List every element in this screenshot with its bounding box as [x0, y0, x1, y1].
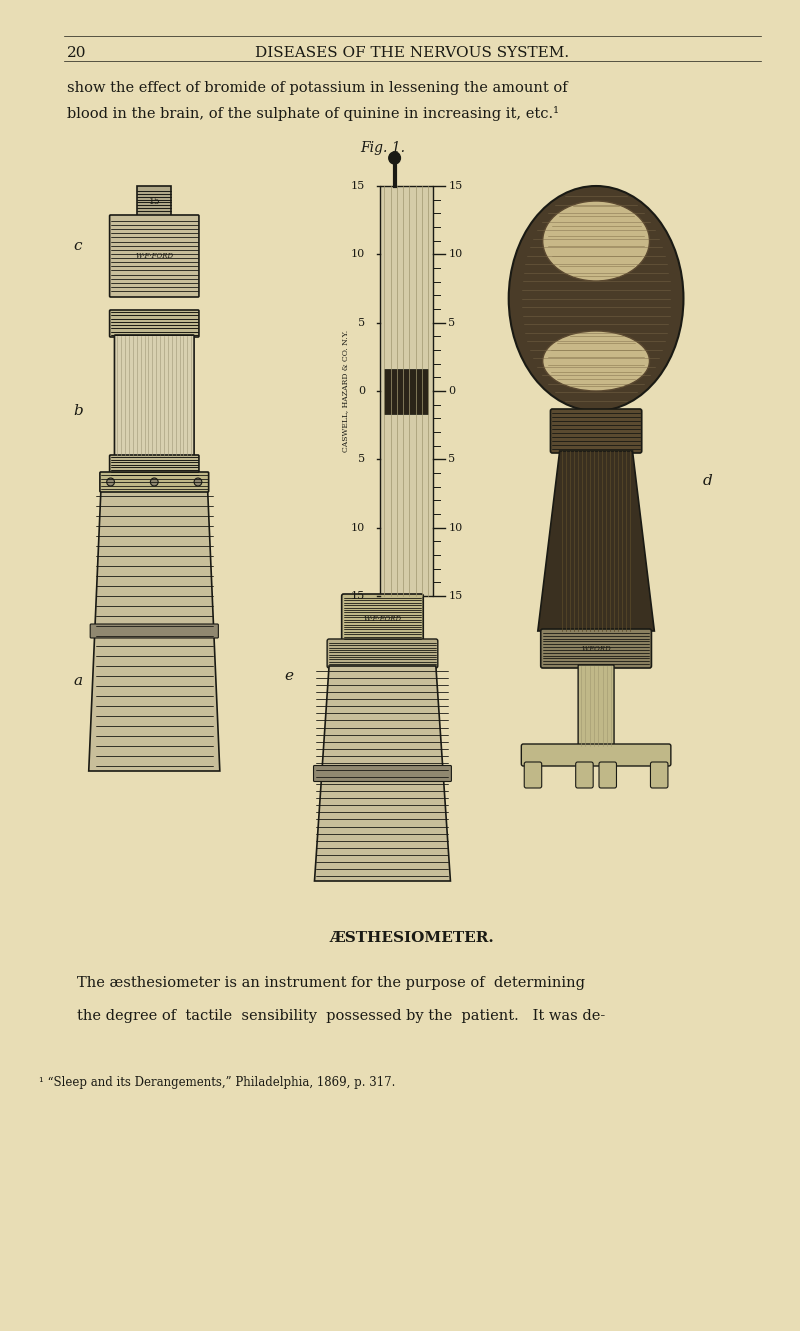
Text: The æsthesiometer is an instrument for the purpose of  determining: The æsthesiometer is an instrument for t…: [77, 976, 585, 990]
Polygon shape: [314, 666, 450, 881]
Text: 0: 0: [358, 386, 365, 397]
Text: 5: 5: [358, 454, 365, 465]
FancyBboxPatch shape: [576, 763, 593, 788]
Polygon shape: [89, 491, 220, 771]
Polygon shape: [379, 186, 433, 596]
FancyBboxPatch shape: [110, 216, 199, 297]
Text: W·F·FORD: W·F·FORD: [135, 252, 174, 260]
FancyBboxPatch shape: [541, 630, 651, 668]
Circle shape: [150, 478, 158, 486]
Text: e: e: [284, 669, 293, 683]
FancyBboxPatch shape: [314, 765, 451, 781]
FancyBboxPatch shape: [650, 763, 668, 788]
Text: W·F·FORD: W·F·FORD: [363, 615, 402, 623]
FancyBboxPatch shape: [110, 310, 199, 337]
Circle shape: [106, 478, 114, 486]
FancyBboxPatch shape: [90, 624, 218, 638]
Ellipse shape: [509, 186, 683, 411]
Text: 15: 15: [449, 591, 462, 602]
Text: ÆSTHESIOMETER.: ÆSTHESIOMETER.: [330, 930, 494, 945]
Text: 15: 15: [449, 181, 462, 192]
Text: W.FORD: W.FORD: [582, 644, 611, 652]
Text: 5: 5: [449, 454, 456, 465]
FancyBboxPatch shape: [550, 409, 642, 453]
Text: a: a: [74, 673, 83, 688]
Text: 10: 10: [350, 249, 365, 260]
Text: d: d: [703, 474, 713, 488]
FancyBboxPatch shape: [114, 335, 194, 457]
FancyBboxPatch shape: [342, 594, 423, 643]
Text: 5: 5: [358, 318, 365, 327]
Polygon shape: [538, 451, 654, 631]
Text: Fig. 1.: Fig. 1.: [360, 141, 405, 154]
FancyBboxPatch shape: [522, 744, 671, 767]
Text: 10: 10: [449, 249, 462, 260]
Text: 15: 15: [350, 181, 365, 192]
Text: 15: 15: [149, 197, 160, 205]
Text: 10: 10: [350, 523, 365, 532]
Ellipse shape: [542, 331, 650, 391]
Text: b: b: [74, 405, 83, 418]
Text: show the effect of bromide of potassium in lessening the amount of: show the effect of bromide of potassium …: [67, 81, 567, 95]
Circle shape: [194, 478, 202, 486]
Text: CASWELL, HAZARD & CO. N.Y.: CASWELL, HAZARD & CO. N.Y.: [342, 330, 350, 453]
Ellipse shape: [542, 201, 650, 281]
FancyBboxPatch shape: [524, 763, 542, 788]
FancyBboxPatch shape: [327, 639, 438, 668]
Text: ¹ “Sleep and its Derangements,” Philadelphia, 1869, p. 317.: ¹ “Sleep and its Derangements,” Philadel…: [39, 1075, 395, 1089]
Text: c: c: [74, 240, 82, 253]
FancyBboxPatch shape: [599, 763, 617, 788]
Text: 20: 20: [67, 47, 86, 60]
FancyBboxPatch shape: [110, 455, 199, 476]
Text: DISEASES OF THE NERVOUS SYSTEM.: DISEASES OF THE NERVOUS SYSTEM.: [254, 47, 569, 60]
Text: 15: 15: [350, 591, 365, 602]
Polygon shape: [138, 186, 171, 216]
FancyBboxPatch shape: [578, 666, 614, 747]
Text: 5: 5: [449, 318, 456, 327]
Circle shape: [389, 152, 401, 164]
Polygon shape: [385, 369, 428, 414]
Text: 0: 0: [449, 386, 456, 397]
Text: blood in the brain, of the sulphate of quinine in increasing it, etc.¹: blood in the brain, of the sulphate of q…: [67, 106, 559, 121]
FancyBboxPatch shape: [100, 473, 209, 492]
Text: the degree of  tactile  sensibility  possessed by the  patient.   It was de-: the degree of tactile sensibility posses…: [77, 1009, 605, 1024]
Text: 10: 10: [449, 523, 462, 532]
